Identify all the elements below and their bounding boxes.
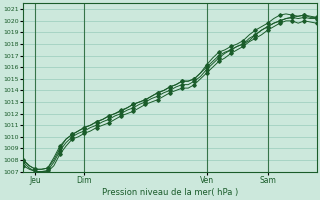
X-axis label: Pression niveau de la mer( hPa ): Pression niveau de la mer( hPa ) [102, 188, 238, 197]
